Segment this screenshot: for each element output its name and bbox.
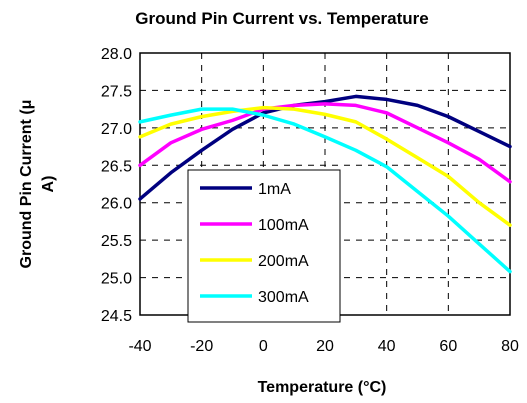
x-tick-label: -40 [128,338,151,355]
y-tick-label: 25.5 [101,233,132,250]
legend-label-200mA: 200mA [258,253,309,270]
chart-title: Ground Pin Current vs. Temperature [135,9,428,28]
legend: 1mA 100mA 200mA 300mA [187,169,341,323]
series-line-300mA [138,107,512,274]
series-line-200mA [138,105,512,227]
y-tick-label: 26.5 [101,158,132,175]
x-tick-labels: -40 -20 0 20 40 60 80 [128,338,519,355]
y-tick-label: 27.0 [101,121,132,138]
series-line-100mA [138,102,512,184]
series-group [138,94,512,274]
y-tick-label: 26.0 [101,196,132,213]
x-tick-label: 80 [501,338,519,355]
y-tick-label: 27.5 [101,83,132,100]
y-tick-label: 24.5 [101,308,132,325]
x-tick-label: 60 [439,338,457,355]
x-tick-label: 20 [316,338,334,355]
y-tick-label: 25.0 [101,271,132,288]
y-axis-label-line1: Ground Pin Current (μ [18,100,35,269]
series-line-1mA [138,94,512,201]
x-tick-label: 40 [378,338,396,355]
x-tick-label: -20 [190,338,213,355]
y-axis-label-line2: A) [40,176,57,193]
legend-label-1mA: 1mA [258,181,291,198]
y-tick-labels: 24.5 25.0 25.5 26.0 26.5 27.0 27.5 28.0 [101,46,132,325]
x-tick-label: 0 [259,338,268,355]
legend-label-300mA: 300mA [258,289,309,306]
x-axis-label: Temperature (°C) [258,379,387,396]
y-tick-label: 28.0 [101,46,132,63]
legend-label-100mA: 100mA [258,217,309,234]
